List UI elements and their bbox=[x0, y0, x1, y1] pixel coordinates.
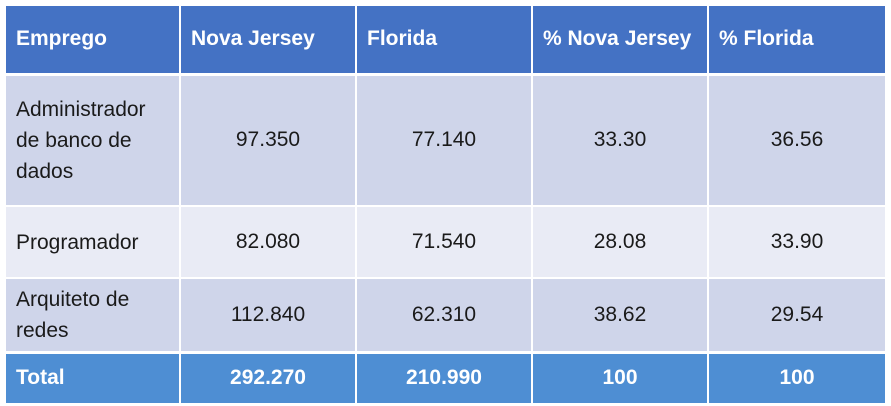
table-row: Programador 82.080 71.540 28.08 33.90 bbox=[6, 206, 887, 279]
total-nova-jersey: 292.270 bbox=[180, 350, 357, 405]
cell-pct-nova-jersey: 33.30 bbox=[532, 74, 709, 207]
cell-florida: 77.140 bbox=[356, 74, 533, 207]
table-row: Administrador de banco de dados 97.350 7… bbox=[6, 74, 887, 207]
cell-emprego: Programador bbox=[6, 206, 181, 279]
table-body: Administrador de banco de dados 97.350 7… bbox=[6, 74, 887, 353]
cell-pct-nova-jersey: 28.08 bbox=[532, 206, 709, 279]
cell-florida: 71.540 bbox=[356, 206, 533, 279]
cell-florida: 62.310 bbox=[356, 278, 533, 353]
total-florida: 210.990 bbox=[356, 350, 533, 405]
header-pct-nova-jersey: % Nova Jersey bbox=[532, 6, 709, 76]
header-pct-florida: % Florida bbox=[708, 6, 887, 76]
cell-nova-jersey: 82.080 bbox=[180, 206, 357, 279]
cell-pct-florida: 29.54 bbox=[708, 278, 887, 353]
header-nova-jersey: Nova Jersey bbox=[180, 6, 357, 76]
header-florida: Florida bbox=[356, 6, 533, 76]
total-pct-nova-jersey: 100 bbox=[532, 350, 709, 405]
table-footer: Total 292.270 210.990 100 100 bbox=[6, 350, 887, 405]
total-label: Total bbox=[6, 350, 181, 405]
table-header: Emprego Nova Jersey Florida % Nova Jerse… bbox=[6, 6, 887, 76]
cell-pct-florida: 36.56 bbox=[708, 74, 887, 207]
header-emprego: Emprego bbox=[6, 6, 181, 76]
table-row: Arquiteto de redes 112.840 62.310 38.62 … bbox=[6, 278, 887, 353]
total-pct-florida: 100 bbox=[708, 350, 887, 405]
cell-nova-jersey: 97.350 bbox=[180, 74, 357, 207]
header-row: Emprego Nova Jersey Florida % Nova Jerse… bbox=[6, 6, 887, 76]
employment-table: Emprego Nova Jersey Florida % Nova Jerse… bbox=[6, 6, 887, 405]
cell-nova-jersey: 112.840 bbox=[180, 278, 357, 353]
cell-pct-nova-jersey: 38.62 bbox=[532, 278, 709, 353]
total-row: Total 292.270 210.990 100 100 bbox=[6, 350, 887, 405]
cell-pct-florida: 33.90 bbox=[708, 206, 887, 279]
cell-emprego: Arquiteto de redes bbox=[6, 278, 181, 353]
cell-emprego: Administrador de banco de dados bbox=[6, 74, 181, 207]
